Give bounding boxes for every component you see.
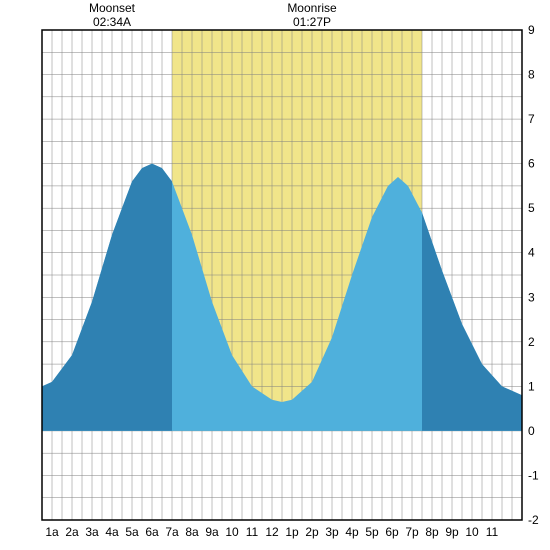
y-tick-label: -2	[528, 513, 539, 527]
x-tick-label: 1p	[285, 525, 299, 539]
x-tick-label: 10	[465, 525, 479, 539]
x-tick-label: 7a	[165, 525, 179, 539]
y-tick-label: 3	[528, 290, 535, 304]
y-tick-label: 2	[528, 335, 535, 349]
x-tick-label: 4a	[105, 525, 119, 539]
tide-chart: -2-101234567891a2a3a4a5a6a7a8a9a1011121p…	[0, 0, 550, 550]
x-tick-label: 6a	[145, 525, 159, 539]
x-tick-label: 3p	[325, 525, 339, 539]
x-tick-label: 7p	[405, 525, 419, 539]
x-tick-label: 6p	[385, 525, 399, 539]
annotation-time: 01:27P	[293, 15, 331, 29]
x-tick-label: 9p	[445, 525, 459, 539]
annotation-title: Moonrise	[287, 1, 337, 15]
x-tick-label: 8p	[425, 525, 439, 539]
x-tick-label: 2a	[65, 525, 79, 539]
y-tick-label: 8	[528, 68, 535, 82]
x-tick-label: 11	[246, 525, 259, 539]
x-tick-label: 8a	[185, 525, 199, 539]
y-tick-label: 5	[528, 201, 535, 215]
x-tick-label: 12	[265, 525, 279, 539]
y-tick-label: 9	[528, 23, 535, 37]
x-tick-label: 5p	[365, 525, 379, 539]
x-tick-label: 1a	[45, 525, 59, 539]
annotation-time: 02:34A	[93, 15, 131, 29]
y-tick-label: 0	[528, 424, 535, 438]
y-tick-label: 4	[528, 246, 535, 260]
x-tick-label: 3a	[85, 525, 99, 539]
x-tick-label: 10	[225, 525, 239, 539]
x-tick-label: 4p	[345, 525, 359, 539]
y-tick-label: -1	[528, 468, 539, 482]
y-tick-label: 6	[528, 157, 535, 171]
x-tick-label: 11	[486, 525, 499, 539]
x-tick-label: 5a	[125, 525, 139, 539]
y-tick-label: 1	[528, 379, 535, 393]
x-tick-label: 9a	[205, 525, 219, 539]
annotation-title: Moonset	[89, 1, 136, 15]
x-tick-label: 2p	[305, 525, 319, 539]
y-tick-label: 7	[528, 112, 535, 126]
